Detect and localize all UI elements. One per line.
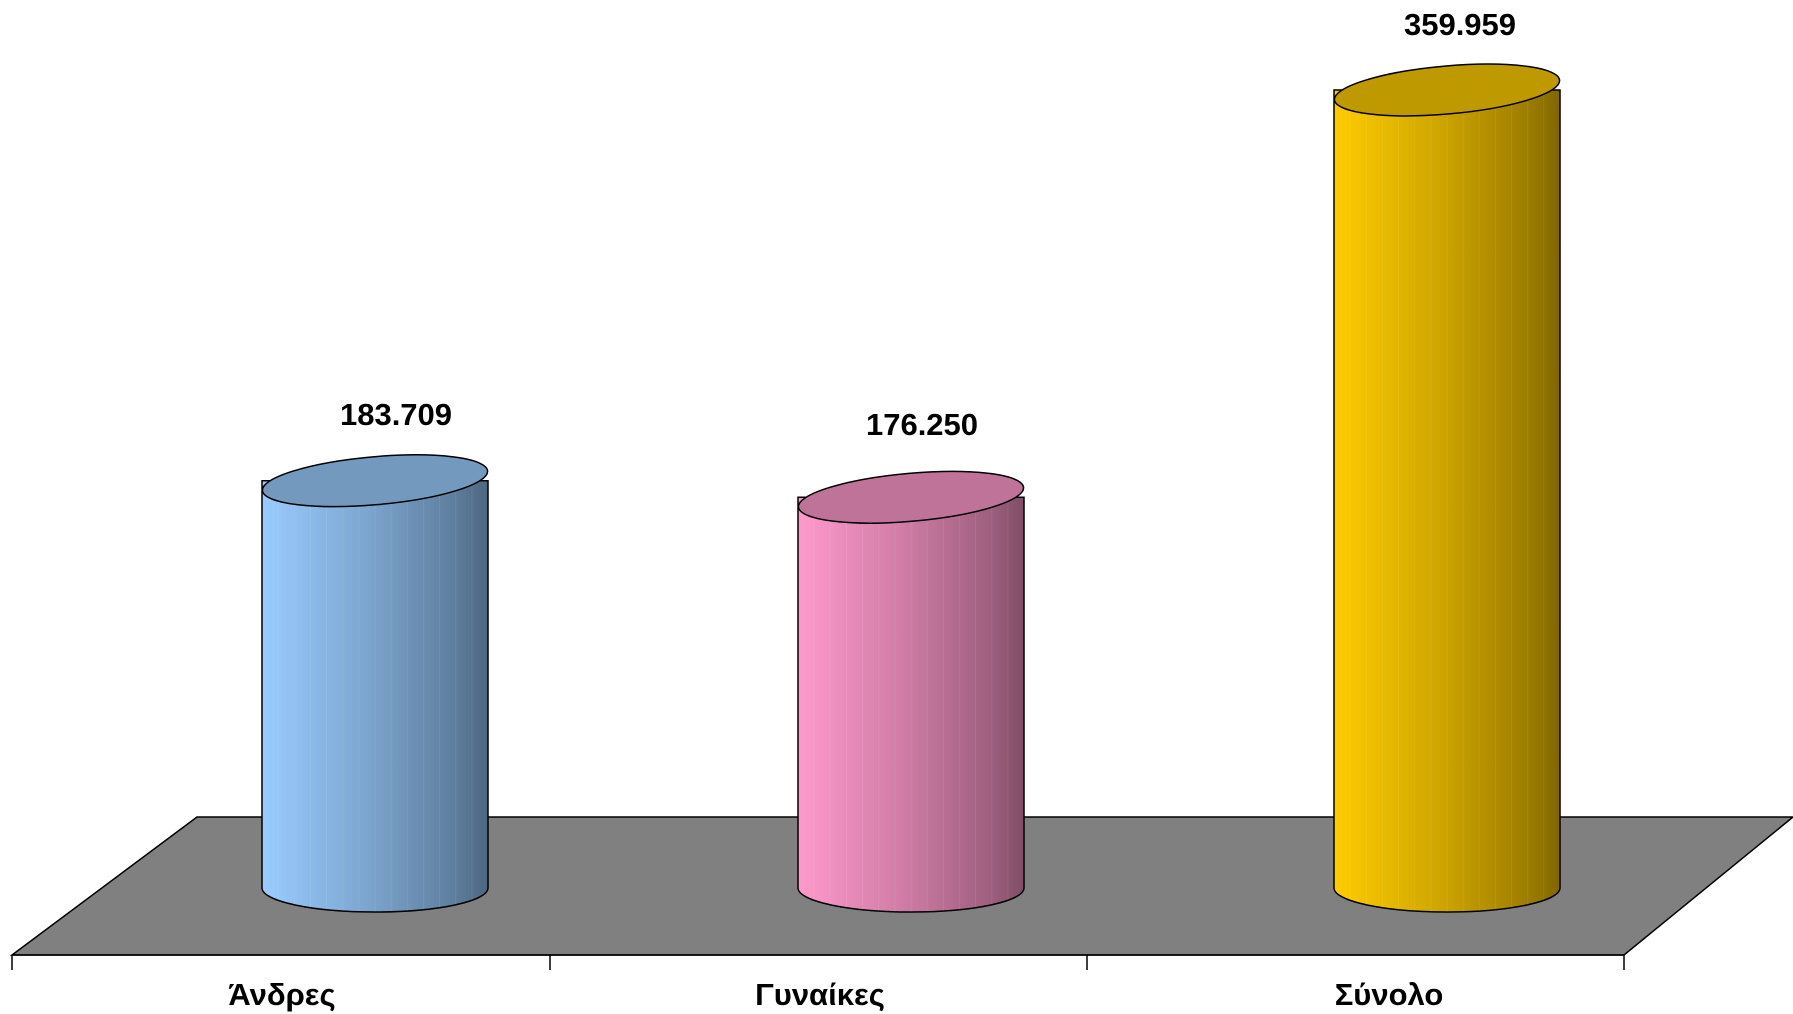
category-axis-ticks	[11, 955, 1625, 970]
bar-synolo	[1333, 63, 1561, 913]
category-label-andres: Άνδρες	[228, 977, 335, 1012]
bar-top-synolo	[1333, 63, 1561, 117]
category-label-gynaikes: Γυναίκες	[755, 977, 885, 1012]
bar-body-andres	[261, 479, 489, 913]
value-label-gynaikes: 176.250	[866, 407, 978, 442]
value-label-synolo: 359.959	[1404, 7, 1516, 42]
bars-group	[261, 63, 1561, 913]
value-label-andres: 183.709	[340, 397, 452, 432]
bar-top-andres	[261, 454, 489, 508]
bar-andres	[261, 454, 489, 913]
bar-top-gynaikes	[797, 470, 1025, 524]
category-label-synolo: Σύνολο	[1335, 977, 1444, 1012]
bar-body-synolo	[1333, 89, 1561, 913]
bar-body-gynaikes	[797, 496, 1025, 913]
bar-gynaikes	[797, 470, 1025, 913]
